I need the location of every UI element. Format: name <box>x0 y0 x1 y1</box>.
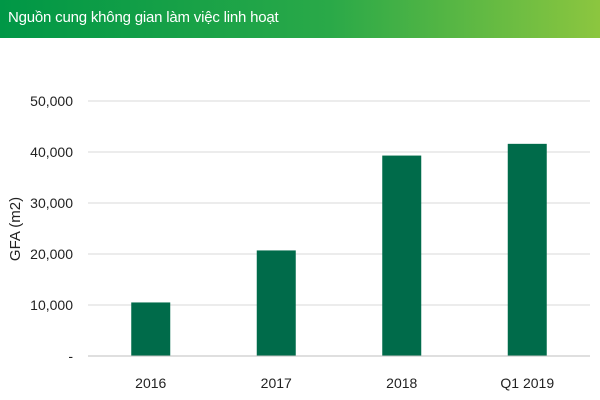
x-tick-label: 2016 <box>135 375 166 391</box>
bar-q1-2019 <box>507 143 547 356</box>
y-tick-label: 50,000 <box>30 93 73 109</box>
gridlines <box>88 100 590 306</box>
y-tick-label: 10,000 <box>30 297 73 313</box>
y-tick-label: - <box>68 348 73 364</box>
y-tick-labels: - 10,000 20,000 30,000 40,000 50,000 <box>30 93 73 364</box>
x-tick-label: 2018 <box>386 375 417 391</box>
y-tick-label: 20,000 <box>30 246 73 262</box>
bar-2017 <box>256 250 296 356</box>
chart-title: Nguồn cung không gian làm việc linh hoạt <box>8 9 279 26</box>
x-tick-labels: 2016 2017 2018 Q1 2019 <box>135 375 554 391</box>
y-tick-label: 30,000 <box>30 195 73 211</box>
bar-2016 <box>131 302 171 356</box>
x-tick-label: Q1 2019 <box>500 375 554 391</box>
y-axis-label: GFA (m2) <box>7 197 24 261</box>
y-tick-label: 40,000 <box>30 144 73 160</box>
chart-header: Nguồn cung không gian làm việc linh hoạt <box>0 0 600 38</box>
bar-2018 <box>382 155 422 356</box>
x-tick-label: 2017 <box>261 375 292 391</box>
bars <box>131 143 547 356</box>
